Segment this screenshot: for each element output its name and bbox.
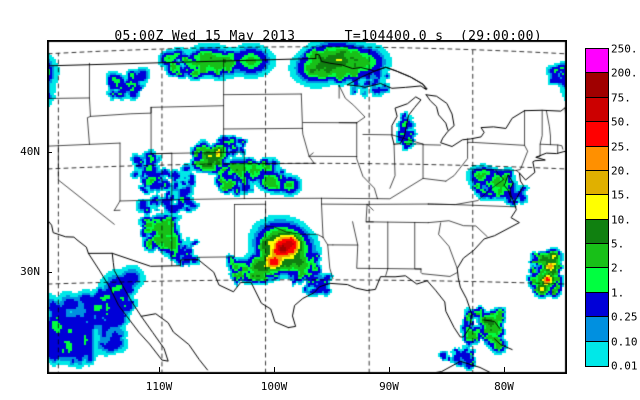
lon-tick-100w [274, 367, 275, 372]
colorbar-band-3 [586, 122, 608, 147]
lon-tick-90w [389, 367, 390, 372]
colorbar-tick-1: 1. [611, 286, 625, 300]
colorbar-band-0 [586, 49, 608, 74]
colorbar-tick-25: 25. [611, 140, 631, 154]
lat-tick-40n [47, 152, 52, 153]
lon-label-80w: 80W [494, 380, 514, 393]
lon-tick-110w [159, 367, 160, 372]
colorbar-tick-10: 10. [611, 213, 631, 227]
precipitation-map[interactable] [47, 40, 567, 374]
colorbar-tick-50: 50. [611, 115, 631, 129]
colorbar-tick-15: 15. [611, 188, 631, 202]
colorbar-band-5 [586, 170, 608, 196]
colorbar-tick-200: 200. [611, 66, 638, 80]
lon-tick-80w [504, 367, 505, 372]
colorbar-tick-5: 5. [611, 237, 625, 251]
colorbar-band-10 [586, 292, 608, 318]
colorbar-band-7 [586, 219, 608, 244]
colorbar-tick-250: 250. [611, 42, 638, 56]
lon-label-90w: 90W [379, 380, 399, 393]
colorbar-tick-001: 0.01 [611, 359, 638, 373]
colorbar-tick-2: 2. [611, 261, 625, 275]
colorbar-band-11 [586, 317, 608, 342]
colorbar-tick-025: 0.25 [611, 310, 638, 324]
lat-label-30n: 30N [20, 265, 40, 278]
lon-label-100w: 100W [260, 380, 288, 393]
colorbar-band-8 [586, 244, 608, 269]
colorbar-band-9 [586, 268, 608, 293]
colorbar-band-6 [586, 195, 608, 220]
colorbar-tick-010: 0.10 [611, 335, 638, 349]
precipitation-colorbar[interactable] [585, 48, 609, 367]
colorbar-band-1 [586, 73, 608, 98]
colorbar-band-2 [586, 97, 608, 123]
lat-label-40n: 40N [20, 145, 40, 158]
precipitation-map-canvas[interactable] [48, 41, 566, 373]
colorbar-band-4 [586, 146, 608, 171]
colorbar-tick-75: 75. [611, 91, 631, 105]
lon-label-110w: 110W [145, 380, 173, 393]
lat-tick-30n [47, 272, 52, 273]
colorbar-band-12 [586, 341, 608, 366]
colorbar-tick-20: 20. [611, 164, 631, 178]
